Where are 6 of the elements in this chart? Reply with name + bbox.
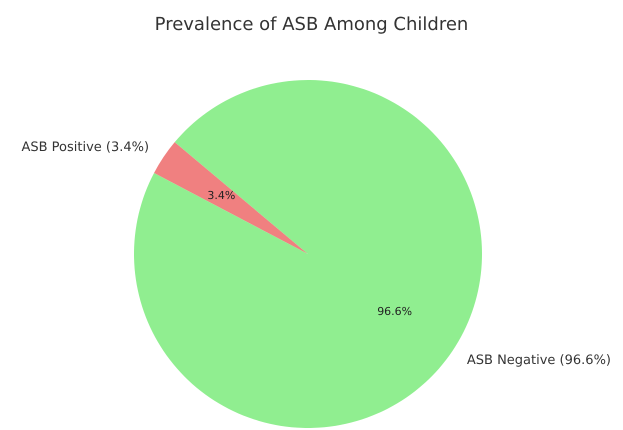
slice-label: ASB Negative (96.6%) (466, 353, 612, 368)
chart-title: Prevalence of ASB Among Children (154, 14, 468, 35)
slice-label: ASB Positive (3.4%) (21, 140, 150, 155)
data-label: 96.6% (377, 305, 412, 318)
data-label: 3.4% (207, 188, 236, 202)
pie-slice (154, 142, 308, 254)
